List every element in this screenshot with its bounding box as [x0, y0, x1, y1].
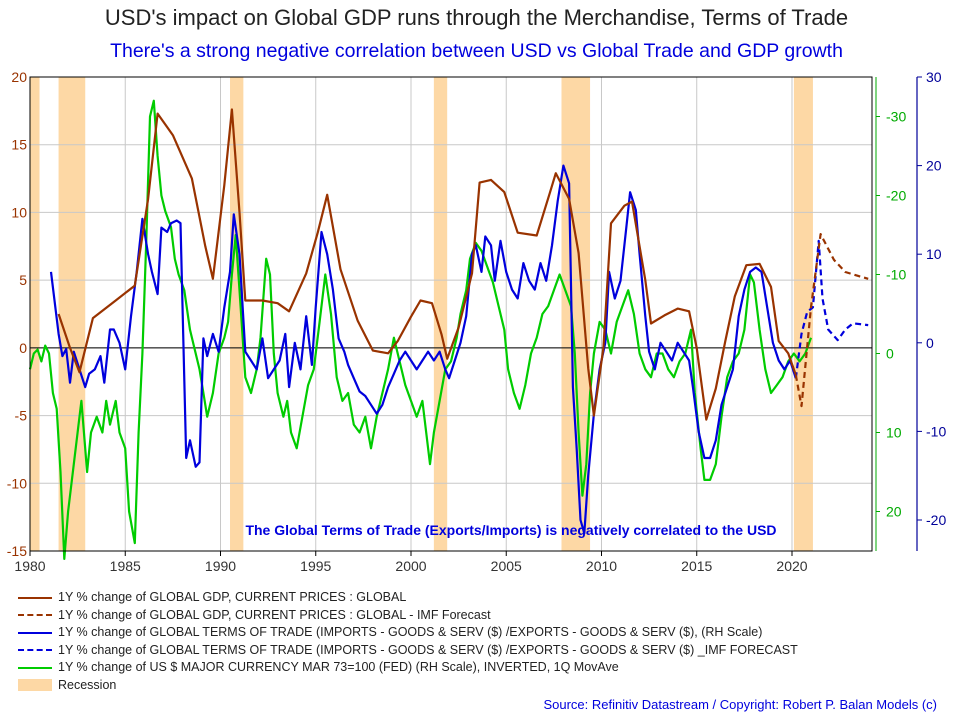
legend-item: 1Y % change of GLOBAL GDP, CURRENT PRICE…	[18, 589, 798, 607]
left-tick-label: 10	[11, 204, 27, 220]
blue-tick-label: 30	[926, 69, 942, 85]
legend-swatch	[18, 679, 52, 692]
legend-item: 1Y % change of GLOBAL TERMS OF TRADE (IM…	[18, 624, 798, 642]
blue-tick-label: -10	[926, 423, 946, 439]
source-note: Source: Refinitiv Datastream / Copyright…	[543, 697, 937, 712]
legend-label: 1Y % change of GLOBAL GDP, CURRENT PRICE…	[58, 607, 491, 622]
blue-tick-label: 0	[926, 335, 934, 351]
legend-item: 1Y % change of GLOBAL GDP, CURRENT PRICE…	[18, 607, 798, 625]
plot-frame	[29, 76, 873, 552]
legend-swatch	[18, 596, 52, 599]
x-tick-label: 1990	[205, 558, 236, 574]
blue-tick-label: 20	[926, 158, 942, 174]
green-tick-label: -10	[886, 267, 906, 283]
legend: 1Y % change of GLOBAL GDP, CURRENT PRICE…	[18, 589, 798, 694]
left-tick-label: -15	[7, 543, 27, 559]
blue-tick-label: -20	[926, 512, 946, 528]
recession-band	[433, 77, 448, 551]
series-usd-inverted	[28, 99, 813, 560]
x-tick-label: 2005	[491, 558, 522, 574]
green-tick-label: -30	[886, 109, 906, 125]
legend-label: 1Y % change of US $ MAJOR CURRENCY MAR 7…	[58, 660, 619, 674]
series-terms-of-trade-forecast	[794, 239, 869, 379]
right-axis-blue: -20 -10 0 10 20 30	[916, 69, 946, 551]
left-axis: -15 -10 -5 0 5 10 15 20	[7, 69, 27, 559]
recession-band	[561, 77, 591, 551]
left-tick-label: 15	[11, 137, 27, 153]
series-global-gdp	[57, 108, 797, 421]
legend-swatch	[18, 666, 52, 669]
left-tick-label: -10	[7, 475, 27, 491]
right-axis-green: 20 10 0 -10 -20 -30	[875, 77, 906, 551]
green-tick-label: 0	[886, 346, 894, 362]
left-tick-label: -5	[15, 408, 28, 424]
legend-item: Recession	[18, 677, 798, 695]
legend-item: 1Y % change of US $ MAJOR CURRENCY MAR 7…	[18, 659, 798, 677]
chart-subtitle: There's a strong negative correlation be…	[110, 40, 843, 62]
left-tick-label: 20	[11, 69, 27, 85]
green-tick-label: -20	[886, 188, 906, 204]
x-tick-label: 2010	[586, 558, 617, 574]
x-tick-label: 2020	[776, 558, 807, 574]
chart-annotation: The Global Terms of Trade (Exports/Impor…	[245, 522, 776, 538]
recession-band	[230, 77, 244, 551]
blue-tick-label: 10	[926, 246, 942, 262]
series-global-gdp-forecast	[794, 233, 869, 408]
legend-item: 1Y % change of GLOBAL TERMS OF TRADE (IM…	[18, 642, 798, 660]
green-tick-label: 10	[886, 425, 902, 441]
legend-label: 1Y % change of GLOBAL TERMS OF TRADE (IM…	[58, 642, 798, 657]
x-tick-label: 2015	[681, 558, 712, 574]
x-tick-label: 1995	[300, 558, 331, 574]
x-tick-label: 2000	[395, 558, 426, 574]
x-axis: 1980 1985 1990 1995 2000 2005 2010 2015 2020	[14, 551, 808, 574]
x-tick-label: 1980	[14, 558, 45, 574]
legend-label: 1Y % change of GLOBAL TERMS OF TRADE (IM…	[58, 625, 763, 639]
recession-bands	[30, 77, 813, 551]
legend-swatch	[18, 614, 52, 617]
recession-band	[793, 77, 813, 551]
left-tick-label: 5	[19, 272, 27, 288]
green-tick-label: 20	[886, 504, 902, 520]
legend-label: Recession	[58, 677, 117, 692]
legend-swatch	[18, 649, 52, 652]
x-tick-label: 1985	[110, 558, 141, 574]
series-lines	[28, 99, 869, 560]
left-tick-label: 0	[19, 340, 27, 356]
recession-band	[30, 77, 40, 551]
chart-title: USD's impact on Global GDP runs through …	[104, 5, 849, 30]
series-terms-of-trade	[49, 164, 797, 535]
legend-swatch	[18, 631, 52, 634]
legend-label: 1Y % change of GLOBAL GDP, CURRENT PRICE…	[58, 590, 407, 604]
